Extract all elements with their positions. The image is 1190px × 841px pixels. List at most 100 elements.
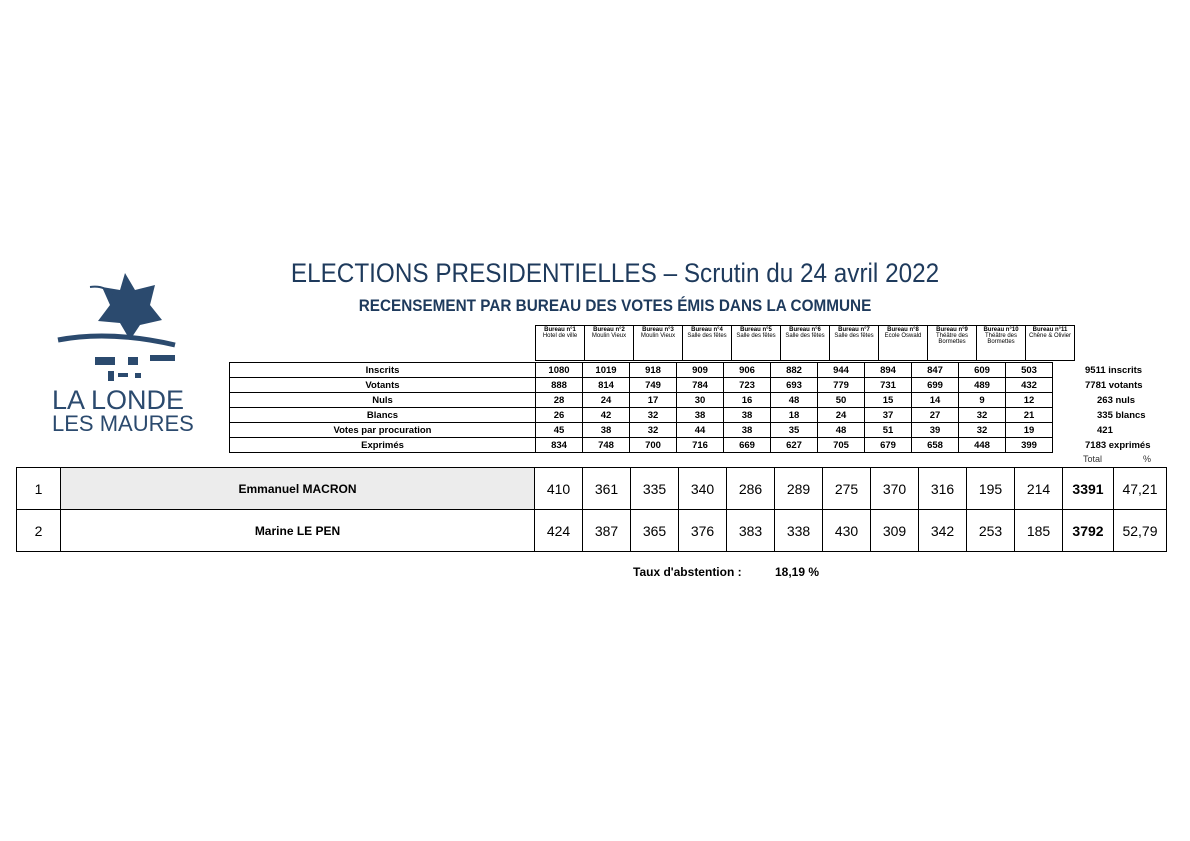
- bureau-header: Bureau n°3 Moulin Vieux: [633, 325, 683, 361]
- stats-total: 9511 inscrits: [1085, 365, 1143, 376]
- bureau-header: Bureau n°10 Théâtre des Bormettes: [976, 325, 1026, 361]
- stats-total: 7781 votants: [1085, 380, 1143, 391]
- page-subtitle: RECENSEMENT PAR BUREAU DES VOTES ÉMIS DA…: [358, 296, 872, 315]
- page-title: ELECTIONS PRESIDENTIELLES – Scrutin du 2…: [290, 258, 940, 288]
- stats-cell: 399: [1005, 437, 1053, 453]
- bureau-name: Bureau n°8: [887, 327, 919, 333]
- stats-row: Votes par procuration 45 38 32 44 38 35 48 51 39 3…: [229, 422, 1053, 438]
- stats-cell: 699: [911, 377, 959, 393]
- logo-line2: LES MAURES: [52, 411, 194, 436]
- candidate-votes: 185: [1014, 509, 1063, 552]
- stats-total: 263 nuls: [1097, 395, 1136, 406]
- stats-cell: 909: [676, 362, 724, 378]
- stats-cell: 944: [817, 362, 865, 378]
- bureau-name: Bureau n°2: [593, 327, 625, 333]
- stats-cell: 503: [1005, 362, 1053, 378]
- bureau-header: Bureau n°6 Salle des fêtes: [780, 325, 830, 361]
- candidate-votes: 342: [918, 509, 967, 552]
- bureau-header: Bureau n°7 Salle des fêtes: [829, 325, 879, 361]
- candidate-votes: 361: [582, 467, 631, 510]
- stats-cell: 834: [535, 437, 583, 453]
- stats-cell: 679: [864, 437, 912, 453]
- stats-cell: 38: [676, 407, 724, 423]
- stats-cell: 12: [1005, 392, 1053, 408]
- stats-cell: 669: [723, 437, 771, 453]
- stats-label: Votants: [229, 377, 536, 393]
- stats-cell: 32: [958, 407, 1006, 423]
- stats-cell: 658: [911, 437, 959, 453]
- bureau-place: Salle des fêtes: [687, 333, 727, 339]
- bureau-place: Ecole Oswald: [884, 333, 922, 339]
- stats-cell: 888: [535, 377, 583, 393]
- stats-cell: 731: [864, 377, 912, 393]
- stats-cell: 918: [629, 362, 677, 378]
- stats-cell: 35: [770, 422, 818, 438]
- bureau-name: Bureau n°3: [642, 327, 674, 333]
- stats-cell: 9: [958, 392, 1006, 408]
- stats-cell: 30: [676, 392, 724, 408]
- stats-cell: 17: [629, 392, 677, 408]
- logo-text: LA LONDE LES MAURES: [52, 387, 194, 436]
- pct-header: %: [1143, 454, 1152, 464]
- stats-cell: 48: [770, 392, 818, 408]
- candidate-votes: 309: [870, 509, 919, 552]
- bureau-header: Bureau n°9 Théâtre des Bormettes: [927, 325, 977, 361]
- candidate-votes: 340: [678, 467, 727, 510]
- bureau-name: Bureau n°1: [544, 327, 576, 333]
- stats-cell: 37: [864, 407, 912, 423]
- bureau-place: Hotel de ville: [542, 333, 578, 339]
- candidate-total: 3391: [1062, 467, 1114, 510]
- stats-cell: 894: [864, 362, 912, 378]
- abstention-value: 18,19 %: [775, 565, 820, 579]
- stats-cell: 627: [770, 437, 818, 453]
- stats-cell: 1080: [535, 362, 583, 378]
- stats-cell: 906: [723, 362, 771, 378]
- stats-cell: 38: [723, 407, 771, 423]
- candidate-votes: 214: [1014, 467, 1063, 510]
- candidate-votes: 365: [630, 509, 679, 552]
- stats-total: 335 blancs: [1097, 410, 1146, 421]
- candidate-votes: 410: [534, 467, 583, 510]
- stats-cell: 882: [770, 362, 818, 378]
- stats-cell: 24: [582, 392, 630, 408]
- bureau-place: Salle des fêtes: [834, 333, 874, 339]
- bureau-place: Théâtre des Bormettes: [935, 333, 969, 345]
- stats-total: 421: [1097, 425, 1113, 436]
- bureau-header: Bureau n°5 Salle des fêtes: [731, 325, 781, 361]
- bureau-header: Bureau n°8 Ecole Oswald: [878, 325, 928, 361]
- candidate-votes: 383: [726, 509, 775, 552]
- stats-cell: 448: [958, 437, 1006, 453]
- bureau-place: Moulin Vieux: [640, 333, 676, 339]
- stats-label: Inscrits: [229, 362, 536, 378]
- bureau-name: Bureau n°9: [936, 327, 968, 333]
- bureau-header: Bureau n°11 Chêne & Olivier: [1025, 325, 1075, 361]
- stats-cell: 32: [629, 422, 677, 438]
- bureau-place: Chêne & Olivier: [1028, 333, 1072, 339]
- bureau-name: Bureau n°10: [983, 327, 1019, 333]
- candidate-votes: 370: [870, 467, 919, 510]
- stats-cell: 700: [629, 437, 677, 453]
- bureau-name: Bureau n°11: [1032, 327, 1068, 333]
- stats-cell: 847: [911, 362, 959, 378]
- stats-cell: 28: [535, 392, 583, 408]
- stats-cell: 19: [1005, 422, 1053, 438]
- bureau-header-table: Bureau n°1 Hotel de ville Bureau n°2 Moulin…: [535, 325, 1075, 361]
- stats-cell: 42: [582, 407, 630, 423]
- candidate-votes: 195: [966, 467, 1015, 510]
- stats-cell: 693: [770, 377, 818, 393]
- stats-cell: 609: [958, 362, 1006, 378]
- stats-cell: 32: [629, 407, 677, 423]
- stats-label: Blancs: [229, 407, 536, 423]
- logo-leaf-icon: [57, 273, 176, 381]
- stats-table: Inscrits 1080 1019 918 909 906 882 944 894 847 609…: [229, 362, 1053, 453]
- candidate-row: 2 Marine LE PEN 424 387 365 376 383 338 430 309 34…: [16, 509, 1167, 552]
- stats-cell: 51: [864, 422, 912, 438]
- stats-cell: 748: [582, 437, 630, 453]
- bureau-name: Bureau n°4: [691, 327, 723, 333]
- bureau-header: Bureau n°4 Salle des fêtes: [682, 325, 732, 361]
- candidates-table: 1 Emmanuel MACRON 410 361 335 340 286 289 275 370…: [16, 467, 1167, 552]
- stats-row: Votants 888 814 749 784 723 693 779 731 699 489 432: [229, 377, 1053, 393]
- stats-label: Votes par procuration: [229, 422, 536, 438]
- candidate-votes: 289: [774, 467, 823, 510]
